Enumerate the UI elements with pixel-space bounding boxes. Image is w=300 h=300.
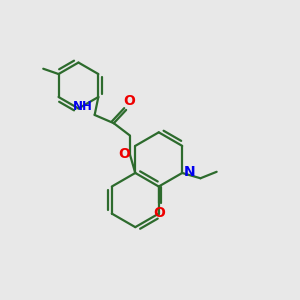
Text: N: N [183,165,195,179]
Text: O: O [153,206,165,220]
Text: O: O [124,94,136,109]
Text: O: O [119,147,130,161]
Text: NH: NH [72,100,92,112]
